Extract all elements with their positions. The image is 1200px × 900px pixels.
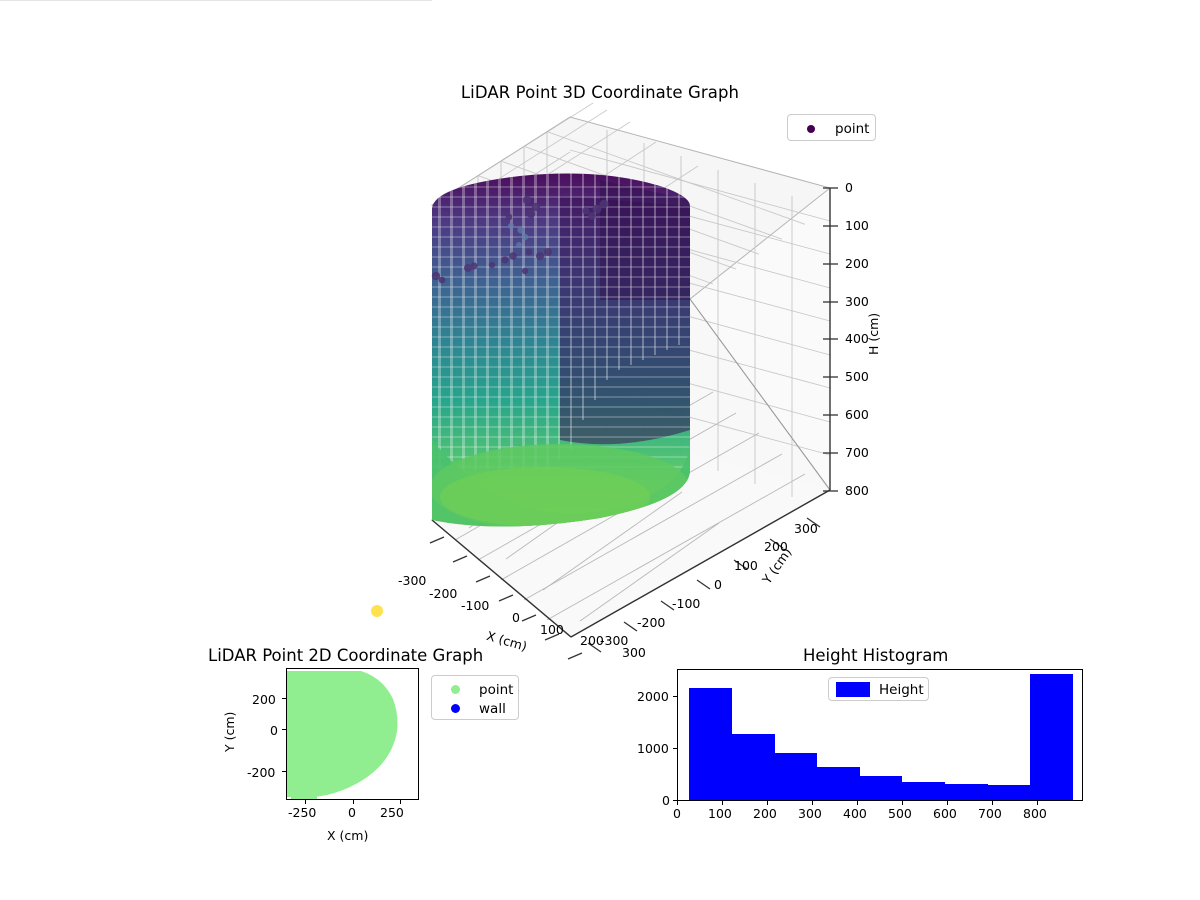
x2d-tickmark-250 bbox=[400, 800, 402, 804]
x-tick-300: 300 bbox=[622, 645, 646, 660]
z-tick-600: 600 bbox=[845, 407, 869, 422]
legend-row-point: point bbox=[440, 680, 514, 699]
yhist-tickmark-1000 bbox=[673, 748, 677, 750]
legend-3d[interactable]: point bbox=[787, 114, 876, 141]
x-tick-0: 0 bbox=[512, 610, 520, 625]
xhist-tick-300: 300 bbox=[798, 806, 822, 821]
yhist-tickmark-2000 bbox=[673, 696, 677, 698]
wall-marker-icon bbox=[440, 704, 470, 713]
xhist-tick-200: 200 bbox=[753, 806, 777, 821]
histogram-bar bbox=[1030, 674, 1074, 800]
yhist-tickmark-0 bbox=[673, 800, 677, 802]
axes-3d-canvas bbox=[0, 0, 838, 660]
y-tick--300: -300 bbox=[600, 633, 629, 648]
x-tick--100: -100 bbox=[461, 598, 490, 613]
y2d-axis-label: Y (cm) bbox=[222, 711, 237, 752]
xhist-tick-400: 400 bbox=[843, 806, 867, 821]
height-bar-icon bbox=[836, 682, 870, 697]
histogram-bar bbox=[902, 782, 946, 800]
panel-hist-title: Height Histogram bbox=[803, 646, 949, 665]
point-marker-icon bbox=[440, 685, 470, 694]
x2d-tick-0: 0 bbox=[348, 805, 356, 820]
xhist-tickmark-600 bbox=[947, 801, 949, 805]
x2d-tickmark-0 bbox=[353, 800, 355, 804]
xhist-tickmark-800 bbox=[1037, 801, 1039, 805]
z-tick-700: 700 bbox=[845, 445, 869, 460]
histogram-bar bbox=[689, 688, 732, 800]
x2d-tick--250: -250 bbox=[288, 805, 317, 820]
scatter-2d-points bbox=[287, 671, 398, 799]
legend-label-point: point bbox=[479, 681, 514, 698]
z-tick-800: 800 bbox=[845, 483, 869, 498]
xhist-tickmark-500 bbox=[902, 801, 904, 805]
point-marker-icon bbox=[796, 124, 826, 133]
xhist-tickmark-400 bbox=[857, 801, 859, 805]
xhist-tickmark-700 bbox=[992, 801, 994, 805]
x-tick-200: 200 bbox=[580, 633, 604, 648]
y2d-tickmark-200 bbox=[282, 698, 286, 700]
y2d-tick-0: 0 bbox=[270, 723, 278, 738]
xhist-tickmark-100 bbox=[722, 801, 724, 805]
y-tick-0: 0 bbox=[714, 577, 722, 592]
legend-label-point: point bbox=[835, 120, 870, 137]
z-tick-200: 200 bbox=[845, 256, 869, 271]
point-cloud-3d bbox=[432, 173, 690, 527]
y-tick-300: 300 bbox=[794, 521, 818, 536]
legend-label-wall: wall bbox=[479, 700, 506, 717]
yhist-tick-1000: 1000 bbox=[637, 741, 669, 756]
z-tick-0: 0 bbox=[845, 180, 853, 195]
y-tick--200: -200 bbox=[637, 615, 666, 630]
panel-3d-title: LiDAR Point 3D Coordinate Graph bbox=[460, 83, 740, 102]
scatter-2d-plot-area bbox=[286, 668, 419, 800]
legend-label-height: Height bbox=[879, 681, 924, 698]
y2d-tick--200: -200 bbox=[247, 765, 276, 780]
xhist-tickmark-0 bbox=[677, 801, 679, 805]
panel-histogram: Height Histogram 2000 1000 0 0 100 200 3… bbox=[600, 0, 1200, 900]
x2d-axis-label: X (cm) bbox=[327, 828, 369, 843]
y-tick-200: 200 bbox=[764, 539, 788, 554]
outlier-point bbox=[371, 605, 383, 617]
histogram-bar bbox=[774, 753, 818, 800]
xhist-tick-100: 100 bbox=[708, 806, 732, 821]
xhist-tick-800: 800 bbox=[1023, 806, 1047, 821]
histogram-bars bbox=[678, 670, 1082, 800]
panel-2d-title: LiDAR Point 2D Coordinate Graph bbox=[208, 646, 484, 665]
x-tick--300: -300 bbox=[398, 573, 427, 588]
y2d-tickmark-0 bbox=[282, 729, 286, 731]
z-tick-400: 400 bbox=[845, 331, 869, 346]
xhist-tick-500: 500 bbox=[888, 806, 912, 821]
xhist-tick-600: 600 bbox=[933, 806, 957, 821]
xhist-tickmark-300 bbox=[812, 801, 814, 805]
z-tick-100: 100 bbox=[845, 218, 869, 233]
z-tick-500: 500 bbox=[845, 369, 869, 384]
y-tick-100: 100 bbox=[734, 558, 758, 573]
y-tick--100: -100 bbox=[672, 596, 701, 611]
xhist-tick-0: 0 bbox=[673, 806, 681, 821]
legend-row-height: Height bbox=[836, 681, 924, 698]
legend-row-wall: wall bbox=[440, 699, 510, 718]
x2d-tick-250: 250 bbox=[380, 805, 404, 820]
panel-2d: LiDAR Point 2D Coordinate Graph 200 0 -2… bbox=[208, 646, 519, 843]
histogram-bar bbox=[987, 785, 1031, 800]
y2d-tickmark--200 bbox=[282, 771, 286, 773]
x-tick-100: 100 bbox=[540, 622, 564, 637]
yhist-tick-0: 0 bbox=[662, 793, 670, 808]
legend-row-point: point bbox=[796, 119, 870, 138]
panel-3d: LiDAR Point 3D Coordinate Graph bbox=[0, 0, 881, 660]
histogram-bar bbox=[817, 766, 860, 800]
xhist-tick-700: 700 bbox=[978, 806, 1002, 821]
histogram-bar bbox=[731, 733, 775, 800]
y2d-tick-200: 200 bbox=[252, 692, 276, 707]
histogram-bar bbox=[945, 784, 988, 800]
x2d-tickmark--250 bbox=[305, 800, 307, 804]
histogram-bar bbox=[859, 775, 903, 800]
yhist-tick-2000: 2000 bbox=[637, 689, 669, 704]
x-tick--200: -200 bbox=[429, 586, 458, 601]
legend-histogram[interactable]: Height bbox=[828, 677, 929, 701]
z-tick-300: 300 bbox=[845, 294, 869, 309]
legend-2d[interactable]: point wall bbox=[431, 675, 519, 720]
xhist-tickmark-200 bbox=[767, 801, 769, 805]
